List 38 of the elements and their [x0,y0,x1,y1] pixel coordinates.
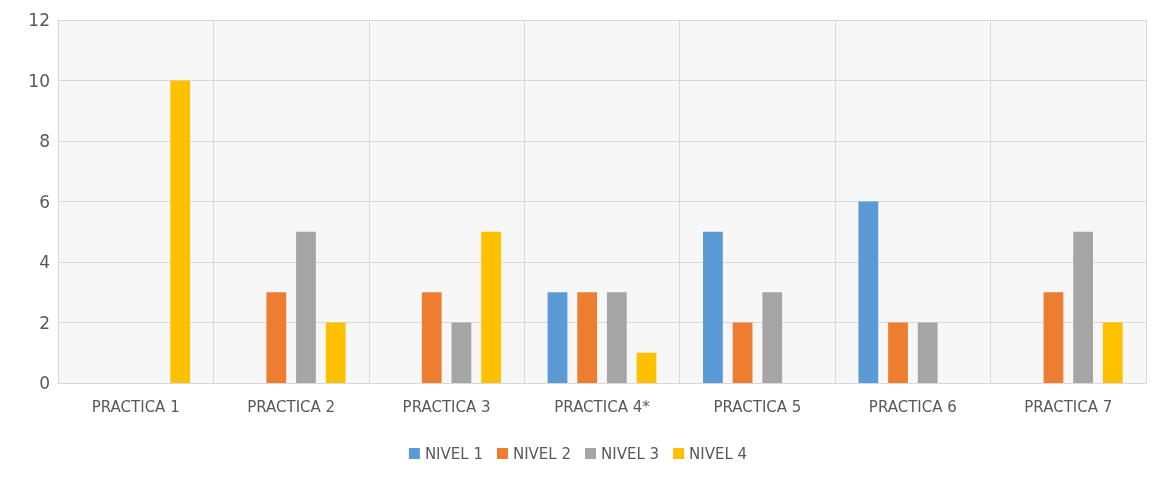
bar [703,231,723,383]
x-tick-label: PRACTICA 2 [247,397,336,416]
bar [858,201,879,383]
y-tick-label: 6 [39,191,50,212]
bar [917,322,938,383]
y-tick-label: 10 [28,70,50,91]
bar [296,231,316,383]
y-tick-label: 12 [28,10,50,30]
legend-label: NIVEL 1 [424,444,483,463]
x-tick-label: PRACTICA 7 [1024,397,1113,416]
legend-label: NIVEL 2 [512,444,572,463]
y-tick-label: 8 [39,131,50,151]
x-tick-label: PRACTICA 1 [91,397,180,416]
bar [451,322,472,383]
x-tick-label: PRACTICA 3 [402,397,491,416]
bar [762,292,783,383]
bar [1043,292,1064,383]
legend-label: NIVEL 4 [689,444,748,463]
bar [606,292,627,383]
legend-label: NIVEL 3 [601,444,660,463]
x-tick-label: PRACTICA 6 [868,397,957,416]
bar [547,292,568,383]
bar [1102,322,1123,383]
bar [577,292,598,383]
x-tick-label: PRACTICA 4* [554,397,651,416]
bar [888,322,908,383]
bar [266,292,287,383]
y-tick-label: 2 [39,312,50,333]
bar [170,80,191,383]
bar [1073,231,1094,383]
x-tick-label: PRACTICA 5 [713,397,802,416]
bar [421,292,442,383]
y-tick-label: 4 [39,252,50,272]
bar [481,231,501,383]
y-tick-label: 0 [39,373,50,393]
bar [732,322,753,383]
bar [636,352,657,383]
bar [325,322,346,383]
